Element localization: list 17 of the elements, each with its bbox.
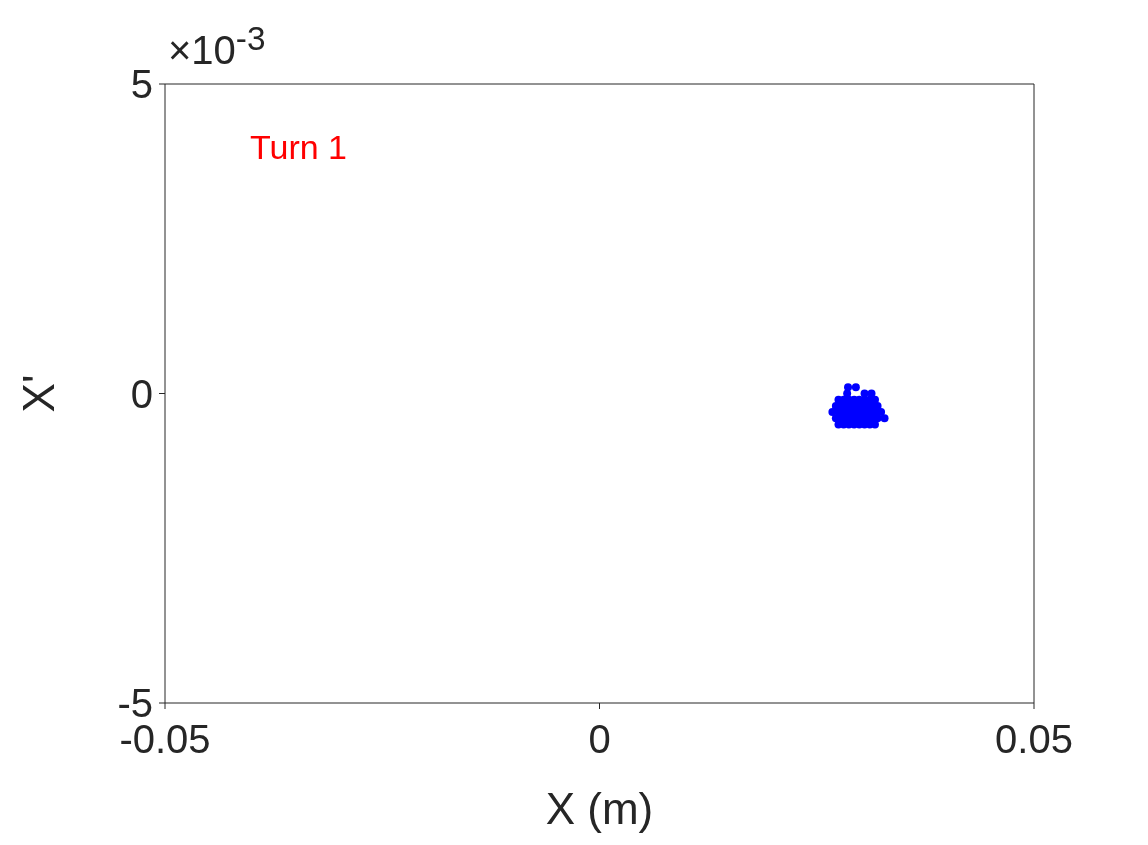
point [880, 414, 889, 423]
point [844, 383, 853, 392]
y-tick-label: 5 [130, 62, 153, 107]
y-tick-label: 0 [130, 371, 153, 416]
x-tick-label: 0 [588, 717, 611, 762]
point [860, 389, 869, 398]
point [828, 408, 837, 417]
point [867, 389, 876, 398]
point [843, 389, 852, 398]
x-tick-label: 0.05 [995, 717, 1073, 762]
annotation: Turn 1 [250, 128, 348, 167]
y-axis-title: X' [13, 374, 63, 413]
point [834, 420, 843, 429]
text: ×10$^{-3}$ [168, 20, 266, 73]
x-axis-title: X (m) [545, 784, 654, 833]
point [877, 408, 886, 417]
point [851, 383, 860, 392]
